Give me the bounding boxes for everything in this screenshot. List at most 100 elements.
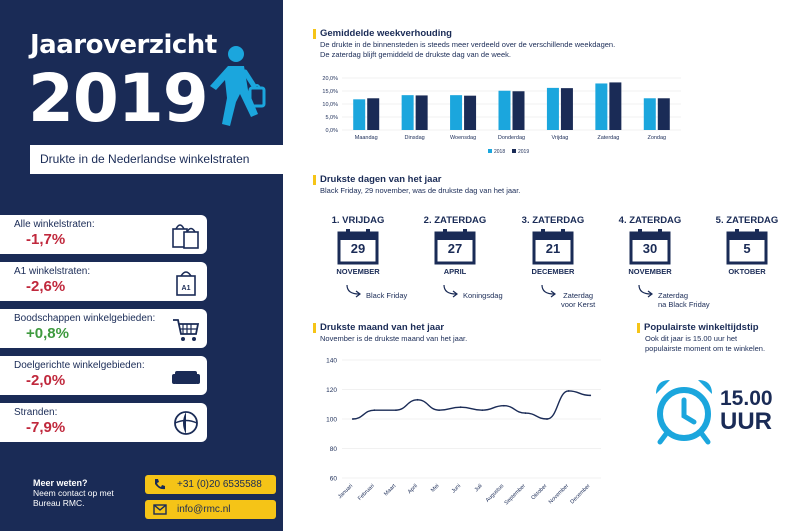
- busy-day-rank: 1. VRIJDAG: [331, 215, 385, 226]
- point-juli: [481, 409, 484, 412]
- contact-line: Neem contact op met: [33, 488, 114, 498]
- phone-pill[interactable]: +31 (0)20 6535588: [145, 475, 276, 494]
- x-tick-label: Juni: [451, 483, 462, 494]
- y-tick-label: 80: [330, 446, 338, 453]
- bar-2019-zaterdag: [609, 82, 622, 130]
- y-tick-label: 0,0%: [325, 128, 338, 134]
- busy-day-month: OKTOBER: [728, 267, 766, 276]
- note-line: Zaterdag: [563, 291, 594, 300]
- point-september: [524, 412, 527, 414]
- phone-number[interactable]: +31 (0)20 6535588: [177, 479, 262, 490]
- legend-swatch-2018: [488, 149, 492, 153]
- x-tick-label: November: [548, 483, 570, 505]
- stat-alle-winkelstraten: Alle winkelstraten: -1,7%: [0, 215, 207, 254]
- calendar-icon: 29: [337, 229, 379, 265]
- x-tick-label: Oktober: [530, 483, 548, 501]
- busiest-days-title: Drukste dagen van het jaar: [313, 174, 441, 185]
- curved-arrow-icon: [541, 284, 556, 298]
- stat-label: Alle winkelstraten:: [14, 219, 95, 230]
- weekly-text-1: De drukte in de binnensteden is steeds m…: [320, 40, 616, 49]
- shopping-cart-icon: [173, 319, 200, 341]
- bar-2018-donderdag: [498, 90, 511, 130]
- calendar-icon: 30: [629, 229, 671, 265]
- email-address[interactable]: info@rmc.nl: [177, 504, 231, 515]
- stat-label: Doelgerichte winkelgebieden:: [14, 360, 145, 371]
- x-tick-label: Januari: [337, 483, 354, 500]
- y-tick-label: 15,0%: [322, 89, 338, 95]
- bar-2019-vrijdag: [560, 88, 573, 130]
- x-tick-label: Maandag: [355, 135, 378, 141]
- left-panel: Jaaroverzicht 2019 Drukte in de Nederlan…: [0, 0, 283, 531]
- busy-day-rank: 3. ZATERDAG: [521, 215, 585, 226]
- stat-value: +0,8%: [26, 325, 69, 342]
- busy-day-month: DECEMBER: [531, 267, 575, 276]
- busy-day-rank: 5. ZATERDAG: [715, 215, 779, 226]
- busy-day-4: 4. ZATERDAG 30 NOVEMBER: [610, 215, 690, 276]
- shopper-walking-icon: [210, 46, 266, 126]
- weekly-text-2: De zaterdag blijft gemiddeld de drukste …: [320, 50, 511, 59]
- point-oktober: [546, 418, 548, 420]
- note-line: Koningsdag: [463, 291, 503, 300]
- note-line: Zaterdag: [658, 291, 689, 300]
- shopping-bags-icon: [172, 224, 199, 249]
- y-tick-label: 10,0%: [322, 102, 338, 108]
- a1-bag-icon: A1: [176, 271, 196, 296]
- x-tick-label: Maart: [383, 483, 398, 498]
- x-tick-label: Woensdag: [450, 135, 476, 141]
- monthly-text: November is de drukste maand van het jaa…: [320, 334, 468, 343]
- point-januari: [351, 418, 354, 420]
- legend-label: 2018: [494, 149, 505, 155]
- stat-label: Boodschappen winkelgebieden:: [14, 313, 156, 324]
- x-tick-label: Augustus: [485, 483, 506, 504]
- weekly-bar-chart: 0,0% 5,0% 10,0% 15,0% 20,0% Maandag Dinsdag Woe…: [316, 68, 686, 160]
- x-tick-label: December: [569, 483, 591, 505]
- stat-boodschappen-winkelgebieden: Boodschappen winkelgebieden: +0,8%: [0, 309, 207, 348]
- popular-time-text-2: populairste moment om te winkelen.: [645, 344, 766, 353]
- legend-swatch-2019: [512, 149, 516, 153]
- x-tick-label: Zondag: [647, 135, 666, 141]
- busy-day-number: 29: [350, 241, 366, 256]
- monthly-title: Drukste maand van het jaar: [313, 322, 444, 333]
- line-chart-svg: 60 80 100 120 140 Januari Februari Maart April Me…: [326, 358, 601, 506]
- busy-day-month: NOVEMBER: [336, 267, 380, 276]
- point-december: [589, 394, 592, 397]
- stat-value: -2,6%: [26, 278, 66, 295]
- x-tick-label: Juli: [474, 483, 484, 493]
- svg-text:A1: A1: [182, 285, 191, 292]
- stat-stranden: Stranden: -7,9%: [0, 403, 207, 442]
- monthly-line-chart: 60 80 100 120 140 Januari Februari Maart April Me…: [316, 350, 606, 528]
- legend-label: 2019: [518, 149, 529, 155]
- busy-day-note: Koningsdag: [463, 291, 503, 300]
- email-pill[interactable]: info@rmc.nl: [145, 500, 276, 519]
- year-heading: 2019: [28, 60, 209, 137]
- x-tick-label: September: [504, 483, 527, 506]
- busy-day-3: 3. ZATERDAG 21 DECEMBER: [513, 215, 593, 276]
- bar-2019-dinsdag: [415, 95, 428, 130]
- stat-value: -1,7%: [26, 231, 66, 248]
- bar-chart-svg: 0,0% 5,0% 10,0% 15,0% 20,0% Maandag Dinsdag Woe…: [322, 76, 681, 155]
- calendar-shape: [726, 229, 768, 265]
- y-tick-label: 120: [326, 387, 337, 394]
- page-title: Jaaroverzicht: [30, 30, 217, 60]
- stat-label: Stranden:: [14, 407, 58, 418]
- bar-2018-maandag: [353, 99, 366, 130]
- point-april: [416, 398, 419, 401]
- time-number: 15.00: [720, 387, 773, 410]
- busy-day-note: Zaterdag na Black Friday: [658, 291, 710, 309]
- stat-value: -7,9%: [26, 419, 66, 436]
- bar-2018-dinsdag: [401, 95, 414, 130]
- busy-day-5: 5. ZATERDAG 5 OKTOBER: [707, 215, 787, 276]
- x-tick-label: Dinsdag: [405, 135, 425, 141]
- stat-a1-winkelstraten: A1 winkelstraten: -2,6% A1: [0, 262, 207, 301]
- x-tick-label: April: [407, 483, 419, 495]
- busy-day-number: 5: [743, 241, 751, 256]
- note-line: na Black Friday: [658, 300, 710, 309]
- point-mei: [438, 409, 441, 412]
- calendar-icon: 21: [532, 229, 574, 265]
- point-februari: [373, 409, 376, 412]
- phone-icon: [155, 479, 165, 490]
- busy-day-rank: 2. ZATERDAG: [423, 215, 487, 226]
- point-maart: [395, 409, 397, 412]
- alarm-clock-icon: [656, 380, 712, 445]
- bar-2018-zaterdag: [595, 83, 608, 130]
